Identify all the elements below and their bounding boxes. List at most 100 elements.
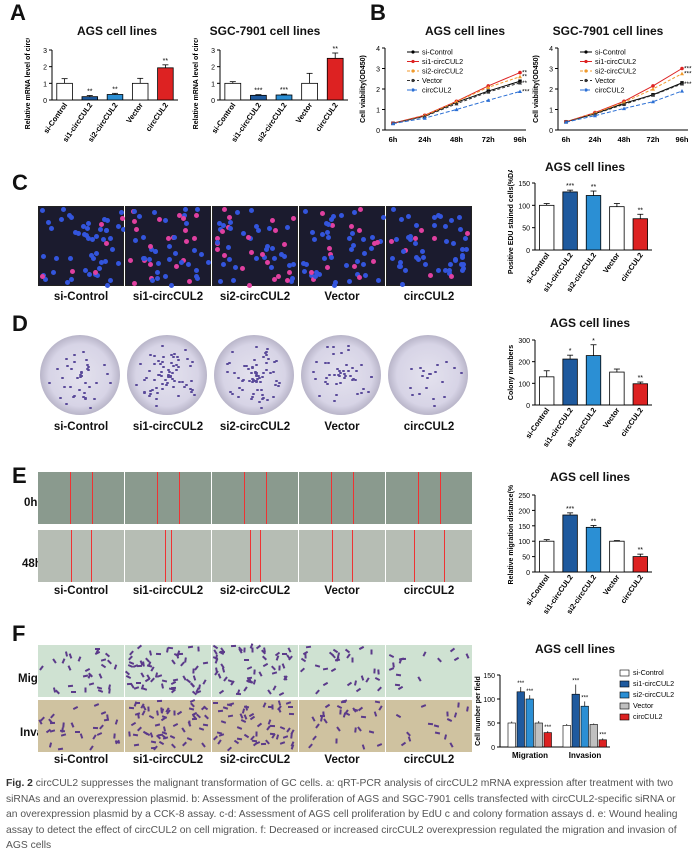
- y-tick-label: 100: [518, 203, 530, 210]
- wound-image-48h-circcul2: [386, 530, 472, 582]
- y-tick-label: 150: [518, 524, 530, 531]
- data-point: [680, 81, 684, 86]
- chart-title-c: AGS cell lines: [544, 160, 626, 174]
- data-point: [680, 71, 684, 76]
- significance-label: ***: [599, 732, 607, 738]
- bar-circcul2: [632, 218, 648, 251]
- legend-label: si2-circCUL2: [595, 67, 636, 76]
- x-tick-label: Invasion: [569, 751, 602, 760]
- bar-migration-si1-circcul2: [516, 691, 525, 748]
- x-tick-label: 72h: [647, 135, 660, 144]
- legend-marker: [584, 50, 588, 54]
- colony-plate-si2-circcul2: [214, 335, 294, 415]
- edu-image-circcul2: [386, 206, 472, 287]
- colony-plate-circcul2: [388, 335, 468, 415]
- figure-caption: Fig. 2 circCUL2 suppresses the malignant…: [6, 776, 688, 854]
- bar-si2-circcul2: [275, 94, 293, 101]
- x-tick-label: 24h: [589, 135, 602, 144]
- data-point: [518, 70, 522, 75]
- y-tick-label: 3: [376, 67, 380, 74]
- legend-marker: [411, 50, 415, 54]
- group-label-circcul2: circCUL2: [403, 585, 455, 597]
- y-tick-label: 150: [518, 181, 530, 188]
- bar-si1-circcul2: [562, 358, 578, 406]
- group-label-vector: Vector: [324, 291, 360, 303]
- bar-si1-circcul2: [250, 94, 267, 101]
- group-label-si2-circcul2: si2-circCUL2: [219, 585, 291, 597]
- legend-marker: [411, 59, 415, 64]
- edu-image-si1-circcul2: [125, 206, 211, 288]
- significance-label: **: [638, 207, 644, 214]
- legend-label: si1-circCUL2: [633, 679, 674, 688]
- legend-label: si-Control: [633, 668, 664, 677]
- bar-si-control: [539, 540, 555, 573]
- wound-image-48h-si2-circcul2: [212, 530, 298, 582]
- group-label-vector: Vector: [324, 754, 360, 766]
- wound-image-0h-si2-circcul2: [212, 472, 298, 524]
- data-point: [593, 113, 597, 118]
- legend-swatch: [619, 669, 630, 677]
- legend-swatch: [619, 713, 630, 721]
- x-tick-label: si-Control: [42, 101, 70, 135]
- group-label-si2-circcul2: si2-circCUL2: [219, 421, 291, 433]
- bar-si-control: [224, 82, 242, 101]
- bar-circcul2: [632, 556, 648, 573]
- x-tick-label: circCUL2: [314, 101, 340, 133]
- data-point: [518, 74, 522, 79]
- y-tick-label: 3: [549, 67, 553, 74]
- y-tick-label: 200: [518, 360, 530, 367]
- group-label-vector: Vector: [324, 585, 360, 597]
- bar-si2-circcul2: [585, 355, 602, 406]
- bar-si2-circcul2: [585, 195, 602, 251]
- bar-invasion-si2-circcul2: [580, 705, 589, 748]
- figure-number: Fig. 2: [6, 778, 33, 789]
- transwell-image-migration-circcul2: [386, 645, 472, 697]
- y-axis-label: Cell viability(OD450): [533, 55, 540, 123]
- data-point: [622, 106, 626, 111]
- bar-si2-circcul2: [585, 526, 602, 573]
- row-label-48h: 48h: [22, 558, 42, 570]
- wound-image-0h-si-control: [38, 472, 124, 524]
- y-axis-label: Relative mRNA level of circCUL2: [193, 38, 200, 129]
- bar-circcul2: [326, 57, 344, 101]
- x-tick-label: 6h: [562, 135, 571, 144]
- x-tick-label: 24h: [418, 135, 431, 144]
- data-point: [651, 99, 655, 104]
- data-point: [622, 100, 626, 104]
- data-point: [651, 87, 655, 91]
- bar-migration-si-control: [507, 722, 516, 748]
- group-label-circcul2: circCUL2: [403, 291, 455, 303]
- legend-label: Vector: [595, 76, 616, 85]
- x-tick-label: circCUL2: [144, 101, 170, 133]
- x-tick-label: Vector: [601, 251, 622, 275]
- bar-si1-circcul2: [562, 514, 578, 573]
- chart-title-b-sgc: SGC-7901 cell lines: [552, 24, 664, 38]
- significance-label: **: [332, 46, 338, 53]
- panel-label-c: C: [12, 170, 28, 195]
- wound-image-48h-si-control: [38, 530, 124, 582]
- y-tick-label: 0: [43, 98, 47, 105]
- group-label-circcul2: circCUL2: [403, 754, 455, 766]
- y-tick-label: 3: [211, 48, 215, 55]
- data-point: [486, 85, 491, 89]
- chart-b-sgc: 0 1 2 3 4 Cell viability(OD450) 6h 24h 48h 72h 96h…: [533, 46, 692, 144]
- legend-label: si2-circCUL2: [422, 67, 463, 76]
- x-tick-label: 96h: [514, 135, 527, 144]
- significance-label: **: [522, 80, 528, 87]
- legend-swatch: [619, 691, 630, 699]
- data-point: [518, 89, 522, 94]
- group-label-si-control: si-Control: [53, 754, 109, 766]
- x-tick-label: circCUL2: [619, 573, 645, 605]
- legend-label: circCUL2: [633, 712, 663, 721]
- edu-image-si2-circcul2: [212, 206, 298, 288]
- row-label-0h: 0h: [24, 497, 38, 509]
- significance-label: ***: [544, 725, 552, 731]
- legend-marker: [411, 88, 415, 92]
- data-point: [518, 80, 522, 85]
- transwell-image-invasion-circcul2: [386, 700, 472, 752]
- x-tick-label: 96h: [676, 135, 689, 144]
- y-axis-label: Positive EDU stained cells(%DAPI): [508, 170, 515, 274]
- bar-vector: [301, 82, 318, 101]
- y-axis-label: Colony numbers: [508, 345, 515, 400]
